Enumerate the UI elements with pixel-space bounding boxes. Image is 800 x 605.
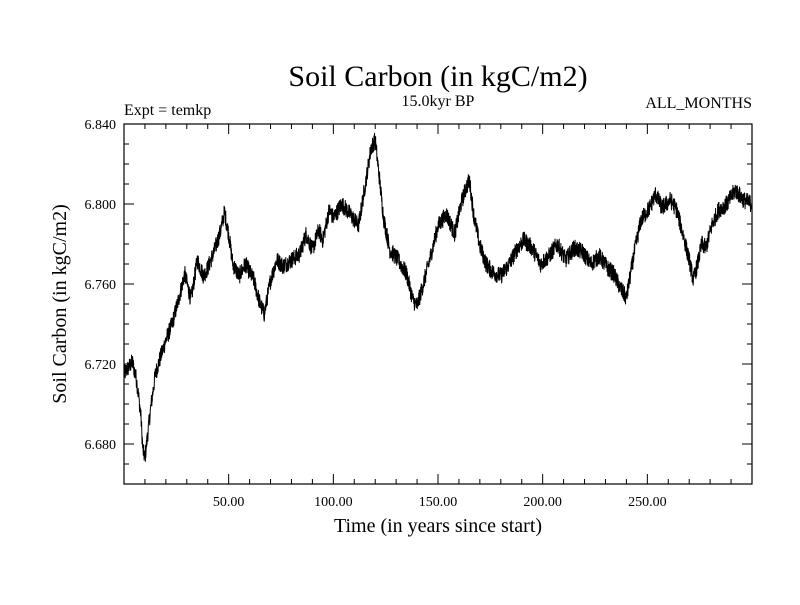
months-label: ALL_MONTHS xyxy=(645,95,752,112)
x-tick-label: 250.00 xyxy=(628,495,667,510)
x-axis-label: Time (in years since start) xyxy=(334,515,542,537)
y-tick-label: 6.680 xyxy=(85,438,117,453)
x-tick-label: 100.00 xyxy=(314,495,353,510)
x-tick-label: 150.00 xyxy=(419,495,458,510)
chart-title: Soil Carbon (in kgC/m2) xyxy=(288,60,587,93)
plot-frame xyxy=(123,123,753,485)
y-tick-label: 6.800 xyxy=(85,198,117,213)
x-tick-label: 200.00 xyxy=(523,495,562,510)
tick-labels: 50.00 100.00 150.00 200.00 250.00 6.680 6.720 6… xyxy=(85,118,667,510)
experiment-label: Expt = temkp xyxy=(124,102,211,119)
y-tick-label: 6.840 xyxy=(85,118,117,133)
period-label: 15.0kyr BP xyxy=(402,93,475,110)
axis-ticks xyxy=(124,123,752,484)
series-layer xyxy=(123,132,753,462)
y-tick-label: 6.760 xyxy=(85,278,117,293)
x-tick-label: 50.00 xyxy=(213,495,245,510)
y-tick-label: 6.720 xyxy=(85,358,117,373)
y-axis-label: Soil Carbon (in kgC/m2) xyxy=(49,204,71,403)
soil-carbon-series-line xyxy=(123,132,753,462)
